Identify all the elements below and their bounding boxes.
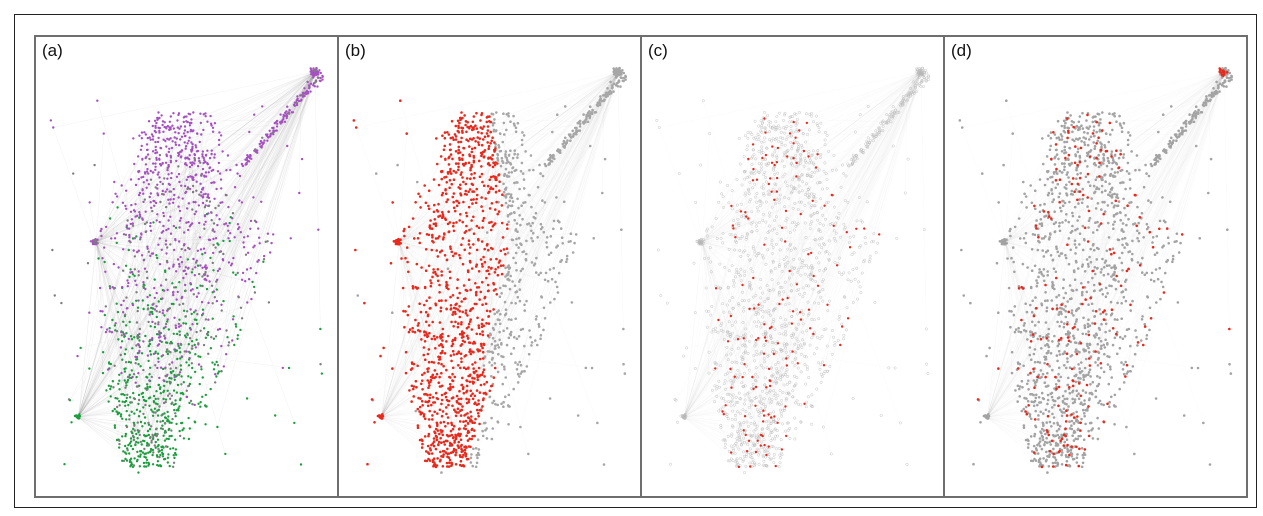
network-plot-c: [655, 66, 931, 474]
node-markers: [655, 66, 931, 474]
panel-d: (d): [943, 37, 1246, 496]
nodes: [958, 66, 1234, 474]
node-markers: [352, 99, 509, 469]
panel-c: (c): [640, 37, 943, 496]
network-plot-d: [958, 66, 1234, 474]
network-plot-b: [352, 66, 628, 474]
panel-label-b: (b): [345, 41, 366, 60]
panel-b: (b): [337, 37, 640, 496]
panel-label-a: (a): [42, 41, 63, 60]
node-markers: [958, 66, 1234, 474]
figure-panels: (a) (b) (c) (d): [34, 35, 1248, 498]
panel-a: (a): [36, 37, 337, 496]
network-plot-a: [49, 67, 324, 474]
panel-label-d: (d): [951, 41, 972, 60]
nodes: [352, 66, 628, 474]
nodes: [49, 67, 324, 474]
panel-label-c: (c): [648, 41, 668, 60]
nodes: [655, 66, 931, 474]
figure-frame: [14, 14, 1257, 508]
node-markers: [49, 67, 324, 407]
